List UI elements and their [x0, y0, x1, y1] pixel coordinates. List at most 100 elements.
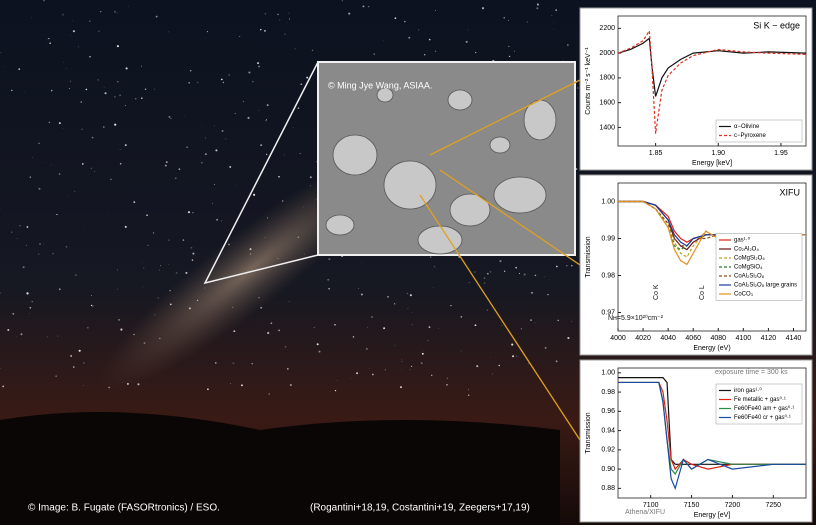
star [289, 301, 290, 302]
star [511, 343, 513, 345]
star [418, 30, 419, 31]
star [265, 120, 266, 121]
star [335, 390, 336, 391]
star [404, 21, 406, 23]
star [43, 244, 44, 245]
star [387, 296, 389, 298]
star [23, 266, 25, 268]
x-tick-label: 7150 [684, 502, 700, 509]
star [312, 50, 313, 51]
star [216, 219, 218, 221]
star [114, 96, 115, 97]
star [469, 282, 470, 283]
star [490, 358, 491, 359]
star [499, 260, 501, 262]
star [207, 388, 209, 390]
legend-label: CoCO₃ [734, 292, 754, 298]
star [566, 265, 567, 266]
star [536, 7, 538, 9]
x-tick-label: 4120 [761, 335, 777, 342]
y-tick-label: 2200 [599, 25, 615, 32]
star [285, 346, 287, 348]
star [119, 94, 121, 96]
star [94, 171, 95, 172]
star [18, 68, 20, 70]
star [431, 375, 432, 376]
star [366, 348, 368, 350]
star [552, 15, 553, 16]
star [66, 246, 68, 248]
star [461, 316, 463, 318]
star [266, 119, 267, 120]
star [310, 176, 312, 178]
star [62, 14, 64, 16]
star [422, 353, 424, 355]
star [48, 38, 49, 39]
star [544, 276, 545, 277]
legend-label: CoMgSiO₄ [734, 265, 763, 271]
annotation: Co K [653, 284, 660, 300]
x-tick-label: 4000 [610, 335, 626, 342]
star [126, 67, 128, 69]
star [239, 36, 240, 37]
y-tick-label: 0.88 [601, 485, 615, 492]
star [487, 310, 488, 311]
star [63, 128, 64, 129]
star [269, 393, 270, 394]
star [26, 245, 27, 246]
star [446, 384, 448, 386]
star [141, 97, 143, 99]
star [110, 179, 111, 180]
star [51, 165, 52, 166]
star [259, 110, 260, 111]
y-tick-label: 0.94 [601, 427, 615, 434]
star [114, 11, 115, 12]
star [284, 34, 285, 35]
star [117, 81, 118, 82]
star [293, 127, 294, 128]
y-tick-label: 1600 [599, 100, 615, 107]
star [248, 72, 250, 74]
star [410, 294, 412, 296]
x-tick-label: 4140 [786, 335, 802, 342]
star [247, 117, 249, 119]
star [374, 54, 375, 55]
star [516, 356, 517, 357]
star [100, 11, 101, 12]
star [407, 308, 408, 309]
star [0, 52, 1, 53]
star [447, 378, 448, 379]
y-axis-label: Transmission [585, 236, 592, 277]
star [317, 343, 319, 345]
star [67, 170, 68, 171]
star [11, 231, 12, 232]
star [91, 295, 92, 296]
star [232, 362, 234, 364]
star [429, 326, 431, 328]
star [144, 268, 145, 269]
star [128, 6, 129, 7]
star [225, 138, 226, 139]
star [271, 322, 273, 324]
x-tick-label: 7200 [725, 502, 741, 509]
star [143, 286, 144, 287]
star [24, 92, 25, 93]
star [49, 42, 51, 44]
star [159, 270, 160, 271]
star [38, 143, 39, 144]
star [252, 363, 253, 364]
star [337, 380, 338, 381]
star [32, 301, 33, 302]
star [29, 313, 30, 314]
star [555, 9, 557, 11]
star [190, 70, 191, 71]
star [289, 18, 290, 19]
star [474, 271, 475, 272]
star [17, 238, 18, 239]
star [98, 31, 99, 32]
star [334, 324, 336, 326]
star [521, 328, 522, 329]
star [201, 162, 202, 163]
star [59, 173, 61, 175]
star [117, 289, 118, 290]
